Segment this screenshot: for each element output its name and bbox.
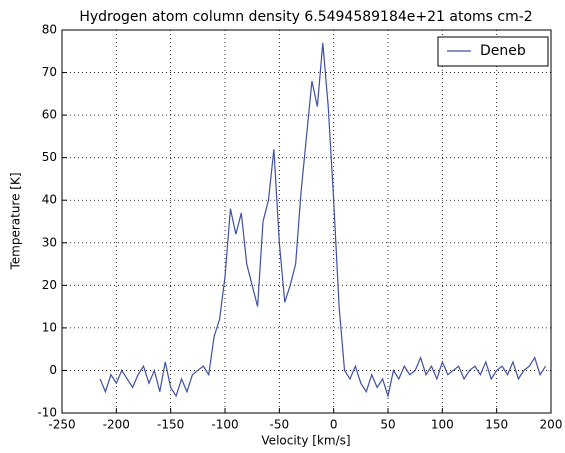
- x-tick-label: 200: [540, 418, 563, 432]
- x-tick-label: 150: [485, 418, 508, 432]
- x-tick-label: 0: [330, 418, 338, 432]
- x-tick-label: -200: [103, 418, 130, 432]
- y-tick-label: 30: [42, 235, 57, 249]
- chart-title: Hydrogen atom column density 6.549458918…: [79, 9, 532, 25]
- y-tick-label: 70: [42, 65, 57, 79]
- x-tick-label: -250: [48, 418, 75, 432]
- x-tick-label: -100: [211, 418, 238, 432]
- x-tick-label: -50: [270, 418, 290, 432]
- y-axis-label: Temperature [K]: [9, 172, 23, 270]
- y-tick-label: 0: [49, 363, 57, 377]
- x-tick-label: -150: [157, 418, 184, 432]
- x-axis-label: Velocity [km/s]: [261, 434, 350, 448]
- y-tick-label: 50: [42, 150, 57, 164]
- data-line: [99, 42, 547, 399]
- y-tick-label: 40: [42, 193, 57, 207]
- x-tick-label: 50: [380, 418, 395, 432]
- plot-frame: [61, 29, 552, 414]
- x-tick-label: 100: [431, 418, 454, 432]
- y-tick-label: 80: [42, 23, 57, 37]
- legend-label: Deneb: [480, 43, 526, 59]
- y-tick-label: 20: [42, 278, 57, 292]
- y-tick-label: 60: [42, 108, 57, 122]
- y-tick-label: 10: [42, 320, 57, 334]
- y-tick-label: -10: [37, 406, 57, 420]
